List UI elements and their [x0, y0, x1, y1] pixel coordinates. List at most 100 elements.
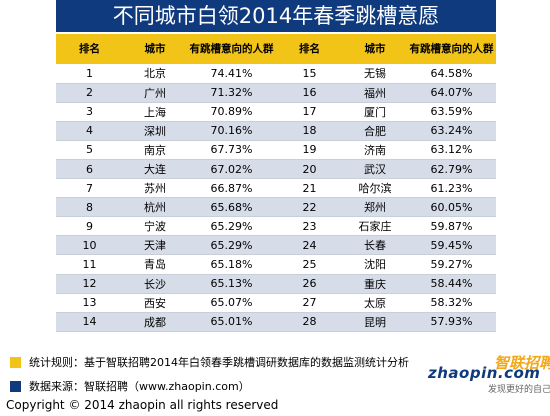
- city-cell: 西安: [123, 293, 187, 313]
- rank-cell: 6: [56, 159, 123, 180]
- column-header-percentage: 有跳槽意向的人群: [187, 34, 276, 64]
- table-header-row: 排名 城市 有跳槽意向的人群 排名 城市 有跳槽意向的人群: [56, 34, 496, 64]
- percentage-cell: 59.45%: [407, 235, 496, 256]
- note-text: 数据来源：智联招聘（www.zhaopin.com）: [29, 380, 250, 393]
- percentage-cell: 63.12%: [407, 140, 496, 160]
- percentage-cell: 64.58%: [407, 64, 496, 84]
- table-row: 4 深圳 70.16% 18 合肥 63.24%: [56, 121, 496, 141]
- city-cell: 苏州: [123, 178, 187, 199]
- rank-cell: 9: [56, 216, 123, 237]
- table-row: 14 成都 65.01% 28 昆明 57.93%: [56, 312, 496, 332]
- table-row: 10 天津 65.29% 24 长春 59.45%: [56, 235, 496, 256]
- rank-cell: 8: [56, 197, 123, 218]
- rank-cell: 5: [56, 140, 123, 160]
- percentage-cell: 65.68%: [187, 197, 276, 218]
- city-cell: 大连: [123, 159, 187, 180]
- city-cell: 北京: [123, 64, 187, 84]
- city-cell: 杭州: [123, 197, 187, 218]
- percentage-cell: 65.01%: [187, 312, 276, 332]
- table-row: 2 广州 71.32% 16 福州 64.07%: [56, 83, 496, 103]
- city-cell: 武汉: [343, 159, 407, 180]
- rank-cell: 28: [276, 312, 343, 332]
- blue-square-icon: [10, 380, 21, 392]
- percentage-cell: 65.29%: [187, 216, 276, 237]
- column-header-rank: 排名: [276, 34, 343, 64]
- page-title: 不同城市白领2014年春季跳槽意愿: [56, 0, 496, 32]
- logo-tagline: 发现更好的自己: [488, 385, 550, 395]
- rank-cell: 12: [56, 274, 123, 294]
- percentage-cell: 59.27%: [407, 254, 496, 275]
- note-stat-rule: 统计规则：基于智联招聘2014年白领春季跳槽调研数据库的数据监测统计分析: [10, 350, 430, 374]
- rank-cell: 2: [56, 83, 123, 103]
- city-cell: 宁波: [123, 216, 187, 237]
- city-cell: 长沙: [123, 274, 187, 294]
- table-row: 11 青岛 65.18% 25 沈阳 59.27%: [56, 254, 496, 275]
- rank-cell: 23: [276, 216, 343, 237]
- percentage-cell: 61.23%: [407, 178, 496, 199]
- percentage-cell: 58.44%: [407, 274, 496, 294]
- percentage-cell: 57.93%: [407, 312, 496, 332]
- table-row: 6 大连 67.02% 20 武汉 62.79%: [56, 159, 496, 180]
- rank-cell: 21: [276, 178, 343, 199]
- city-cell: 福州: [343, 83, 407, 103]
- percentage-cell: 67.73%: [187, 140, 276, 160]
- city-cell: 广州: [123, 83, 187, 103]
- percentage-cell: 62.79%: [407, 159, 496, 180]
- city-cell: 哈尔滨: [343, 178, 407, 199]
- note-text: 统计规则：基于智联招聘2014年白领春季跳槽调研数据库的数据监测统计分析: [29, 356, 409, 369]
- percentage-cell: 65.29%: [187, 235, 276, 256]
- city-cell: 天津: [123, 235, 187, 256]
- city-cell: 长春: [343, 235, 407, 256]
- percentage-cell: 59.87%: [407, 216, 496, 237]
- table-row: 8 杭州 65.68% 22 郑州 60.05%: [56, 197, 496, 218]
- percentage-cell: 63.24%: [407, 121, 496, 141]
- column-header-city: 城市: [343, 34, 407, 64]
- rank-cell: 25: [276, 254, 343, 275]
- percentage-cell: 67.02%: [187, 159, 276, 180]
- percentage-cell: 65.07%: [187, 293, 276, 313]
- city-cell: 沈阳: [343, 254, 407, 275]
- table-row: 1 北京 74.41% 15 无锡 64.58%: [56, 64, 496, 84]
- column-header-rank: 排名: [56, 34, 123, 64]
- copyright-text: Copyright © 2014 zhaopin all rights rese…: [6, 398, 279, 412]
- table-row: 12 长沙 65.13% 26 重庆 58.44%: [56, 274, 496, 294]
- column-header-city: 城市: [123, 34, 187, 64]
- zhaopin-logo: 智联招聘 zhaopin.com 发现更好的自己: [428, 352, 550, 395]
- rank-cell: 24: [276, 235, 343, 256]
- percentage-cell: 71.32%: [187, 83, 276, 103]
- rank-cell: 19: [276, 140, 343, 160]
- rank-cell: 18: [276, 121, 343, 141]
- city-cell: 青岛: [123, 254, 187, 275]
- percentage-cell: 65.18%: [187, 254, 276, 275]
- rank-cell: 7: [56, 178, 123, 199]
- yellow-square-icon: [10, 356, 21, 368]
- table-body: 1 北京 74.41% 15 无锡 64.58% 2 广州 71.32% 16 福州 64.07% 3 上…: [56, 64, 496, 332]
- ranking-table: 排名 城市 有跳槽意向的人群 排名 城市 有跳槽意向的人群 1 北京 74.41% 1…: [56, 34, 496, 332]
- city-cell: 昆明: [343, 312, 407, 332]
- city-cell: 重庆: [343, 274, 407, 294]
- percentage-cell: 70.16%: [187, 121, 276, 141]
- percentage-cell: 65.13%: [187, 274, 276, 294]
- rank-cell: 3: [56, 102, 123, 122]
- percentage-cell: 70.89%: [187, 102, 276, 122]
- city-cell: 太原: [343, 293, 407, 313]
- rank-cell: 13: [56, 293, 123, 313]
- rank-cell: 4: [56, 121, 123, 141]
- city-cell: 厦门: [343, 102, 407, 122]
- rank-cell: 26: [276, 274, 343, 294]
- city-cell: 合肥: [343, 121, 407, 141]
- rank-cell: 14: [56, 312, 123, 332]
- percentage-cell: 64.07%: [407, 83, 496, 103]
- percentage-cell: 60.05%: [407, 197, 496, 218]
- rank-cell: 16: [276, 83, 343, 103]
- rank-cell: 20: [276, 159, 343, 180]
- notes: 统计规则：基于智联招聘2014年白领春季跳槽调研数据库的数据监测统计分析 数据来…: [10, 350, 430, 398]
- city-cell: 郑州: [343, 197, 407, 218]
- rank-cell: 17: [276, 102, 343, 122]
- table-row: 9 宁波 65.29% 23 石家庄 59.87%: [56, 216, 496, 237]
- table-row: 7 苏州 66.87% 21 哈尔滨 61.23%: [56, 178, 496, 199]
- rank-cell: 10: [56, 235, 123, 256]
- table-row: 13 西安 65.07% 27 太原 58.32%: [56, 293, 496, 313]
- rank-cell: 15: [276, 64, 343, 84]
- percentage-cell: 63.59%: [407, 102, 496, 122]
